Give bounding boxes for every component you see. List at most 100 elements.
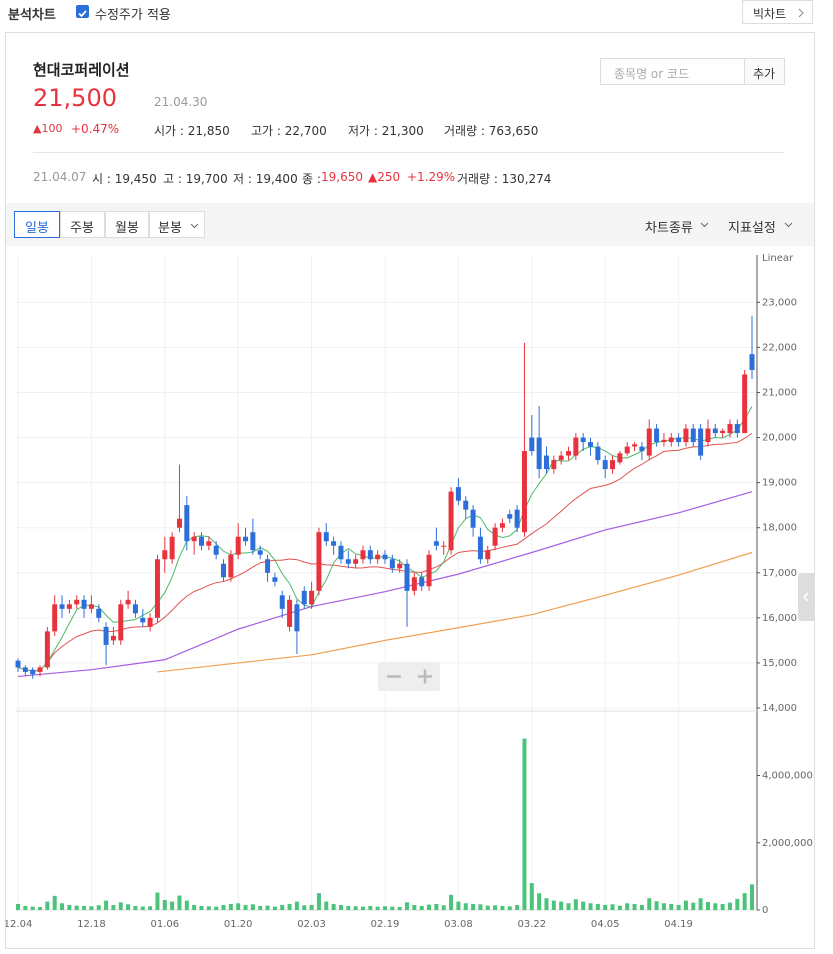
volume-bar <box>89 906 94 910</box>
candle-body <box>727 424 733 434</box>
tab[interactable]: 분봉 <box>149 211 205 238</box>
candle-body <box>88 604 94 609</box>
volume-bar <box>750 884 754 910</box>
volume-bar <box>691 902 696 910</box>
volume-bar <box>309 904 314 910</box>
hover-change: ▲250 <box>368 170 401 184</box>
volume-bar <box>67 904 72 910</box>
candle-body <box>588 442 594 447</box>
volume-bar <box>713 903 718 910</box>
candle-body <box>103 626 109 645</box>
volume-bar <box>272 906 277 910</box>
tab[interactable]: 주봉 <box>60 211 105 238</box>
candle-body <box>125 599 131 605</box>
candle-body <box>353 559 359 564</box>
volume-bar <box>449 894 454 910</box>
page-title: 분석차트 <box>8 8 56 23</box>
volume-bar <box>515 904 520 910</box>
candle-body <box>184 505 190 542</box>
candle-body <box>698 428 704 456</box>
candle-body <box>257 550 263 555</box>
volume-bar <box>199 905 204 910</box>
candle-body <box>661 439 667 443</box>
candle-body <box>96 608 102 618</box>
candle-body <box>602 460 608 470</box>
volume-bar <box>118 902 123 910</box>
tab[interactable]: 월봉 <box>105 211 149 238</box>
volume-bar <box>82 905 87 910</box>
high: 고가 : 22,700 <box>251 124 327 138</box>
search-input[interactable]: 종목명 or 코드 <box>600 58 745 85</box>
candle-body <box>37 667 43 672</box>
volume-bar <box>654 901 659 910</box>
volume-bar <box>559 901 564 910</box>
volume-bar <box>206 906 211 910</box>
volume-bar <box>676 904 681 910</box>
candle-body <box>426 554 432 587</box>
candle-body <box>558 455 564 461</box>
volume-bar <box>405 902 410 910</box>
volume-bar <box>427 904 432 910</box>
volume-bar <box>324 901 329 910</box>
side-handle[interactable] <box>798 573 814 621</box>
volume-bar <box>250 904 255 910</box>
low: 저가 : 21,300 <box>348 124 424 138</box>
candle-body <box>529 437 535 452</box>
volume-bar <box>23 905 28 910</box>
candle-body <box>463 500 469 510</box>
x-tick-label: 01.20 <box>224 919 253 930</box>
candle-body <box>580 437 586 443</box>
volume-bar <box>698 898 703 910</box>
volume-bar <box>573 899 578 910</box>
volume-bar <box>683 900 688 910</box>
candle-body <box>720 430 726 434</box>
y-tick-label: 14,000 <box>762 703 797 714</box>
candle-body <box>154 559 160 618</box>
volume-bar <box>30 906 35 910</box>
volume-bar <box>375 906 380 910</box>
volume-bar <box>302 905 307 910</box>
volume-bar <box>148 906 153 910</box>
candle-body <box>191 536 197 542</box>
hover-close-label: 종 : <box>302 172 321 186</box>
candle-body <box>521 451 527 533</box>
candle-body <box>316 532 322 591</box>
x-tick-label: 02.19 <box>371 919 400 930</box>
volume-bar <box>610 904 615 910</box>
volume-bar <box>287 903 292 910</box>
candle-body <box>221 563 227 578</box>
candle-body <box>309 590 315 605</box>
volume-bar <box>74 905 79 910</box>
candle-body <box>595 446 601 461</box>
volume-bar <box>170 901 175 910</box>
volume-bar <box>38 906 43 910</box>
volume-bar <box>338 904 343 910</box>
y-tick-label: 18,000 <box>762 523 797 534</box>
volume-bar <box>155 892 160 910</box>
candle-body <box>287 599 293 627</box>
add-button[interactable]: 추가 <box>744 58 785 85</box>
checkbox[interactable] <box>76 5 89 18</box>
tab-selected[interactable]: 일봉 <box>14 211 60 238</box>
menu[interactable]: 차트종류 <box>645 221 693 236</box>
candle-body <box>690 428 696 443</box>
big-chart-button[interactable]: 빅차트 <box>742 0 813 24</box>
hover-date: 21.04.07 <box>33 170 87 184</box>
volume-bar <box>316 893 321 910</box>
checkbox-label: 수정주가 적용 <box>95 8 171 23</box>
candle-body <box>411 577 417 591</box>
candle-body <box>507 514 513 519</box>
candle-body <box>331 541 337 546</box>
volume-bar <box>647 898 652 910</box>
candle-body <box>118 604 124 641</box>
volume-bar <box>537 893 542 910</box>
zoom-control[interactable] <box>378 662 440 691</box>
menu[interactable]: 지표설정 <box>728 221 776 236</box>
candle-body <box>272 577 278 582</box>
candle-body <box>243 536 249 542</box>
candle-body <box>74 599 80 605</box>
volume-bar <box>390 906 395 910</box>
volume-bar <box>258 905 263 910</box>
candle-body <box>646 428 652 456</box>
volume-bar <box>456 901 461 910</box>
